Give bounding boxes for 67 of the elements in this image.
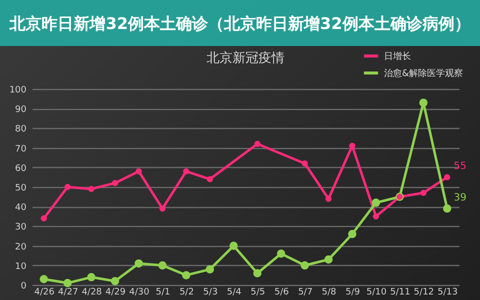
point <box>158 261 167 270</box>
x-tick-label: 4/27 <box>58 288 78 298</box>
x-tick-label: 5/1 <box>156 288 170 298</box>
y-tick-label: 60 <box>15 164 27 174</box>
y-tick-label: 30 <box>15 222 27 233</box>
point <box>372 213 380 220</box>
point <box>276 250 286 258</box>
point <box>87 273 96 282</box>
point <box>300 261 309 270</box>
legend-label: 日增长 <box>384 51 411 62</box>
point <box>88 186 94 192</box>
legend-label: 治愈&解除医学观察 <box>384 68 464 79</box>
x-tick-label: 4/30 <box>129 288 150 298</box>
point <box>444 174 450 180</box>
x-tick-label: 5/11 <box>390 288 410 298</box>
y-tick-label: 100 <box>9 86 27 96</box>
point <box>64 184 71 190</box>
point <box>230 242 238 250</box>
point <box>136 168 142 174</box>
x-tick-label: 4/28 <box>82 288 102 298</box>
x-tick-label: 5/5 <box>250 288 266 298</box>
x-tick-label: 5/13 <box>438 288 458 298</box>
point <box>110 276 120 286</box>
point <box>182 271 190 280</box>
y-tick-label: 70 <box>15 144 27 154</box>
x-tick-label: 5/6 <box>274 288 290 298</box>
point <box>253 269 262 278</box>
point <box>159 205 166 212</box>
point <box>349 142 356 149</box>
x-tick-label: 5/2 <box>179 288 194 298</box>
y-tick-label: 80 <box>15 124 27 135</box>
point <box>206 265 214 274</box>
text: 北京昨日新增32例本土确诊（北京昨日新增32例本土确诊病例） <box>0 0 480 46</box>
point <box>254 140 260 147</box>
point <box>302 160 308 167</box>
x-tick-label: 5/8 <box>322 288 337 298</box>
y-tick-label: 20 <box>15 242 27 252</box>
point <box>112 180 118 186</box>
point <box>183 168 190 174</box>
point <box>420 190 426 196</box>
x-tick-label: 4/29 <box>105 288 126 298</box>
point <box>348 230 356 238</box>
point <box>324 255 333 264</box>
y-tick-label: 50 <box>15 184 27 194</box>
chart-title: 北京新冠疫情 <box>206 51 284 66</box>
data-label: 55 <box>454 161 467 172</box>
point <box>63 278 72 288</box>
x-tick-label: 5/9 <box>346 288 360 298</box>
point <box>40 275 48 284</box>
x-tick-label: 4/26 <box>34 288 55 298</box>
point <box>443 204 452 213</box>
point <box>206 176 213 182</box>
point <box>419 98 428 107</box>
y-tick-label: 10 <box>15 262 27 272</box>
y-tick-label: 0 <box>20 282 27 292</box>
x-tick-label: 5/10 <box>366 288 387 298</box>
point <box>134 259 143 268</box>
y-tick-label: 90 <box>15 105 27 116</box>
y-tick-label: 40 <box>15 203 27 214</box>
data-label: 39 <box>454 192 467 204</box>
x-tick-label: 5/12 <box>414 288 434 298</box>
point <box>40 215 47 222</box>
x-tick-label: 5/4 <box>226 288 242 298</box>
x-tick-label: 5/7 <box>298 288 313 298</box>
point <box>325 196 332 202</box>
point <box>372 198 380 207</box>
x-tick-label: 5/3 <box>203 288 218 298</box>
